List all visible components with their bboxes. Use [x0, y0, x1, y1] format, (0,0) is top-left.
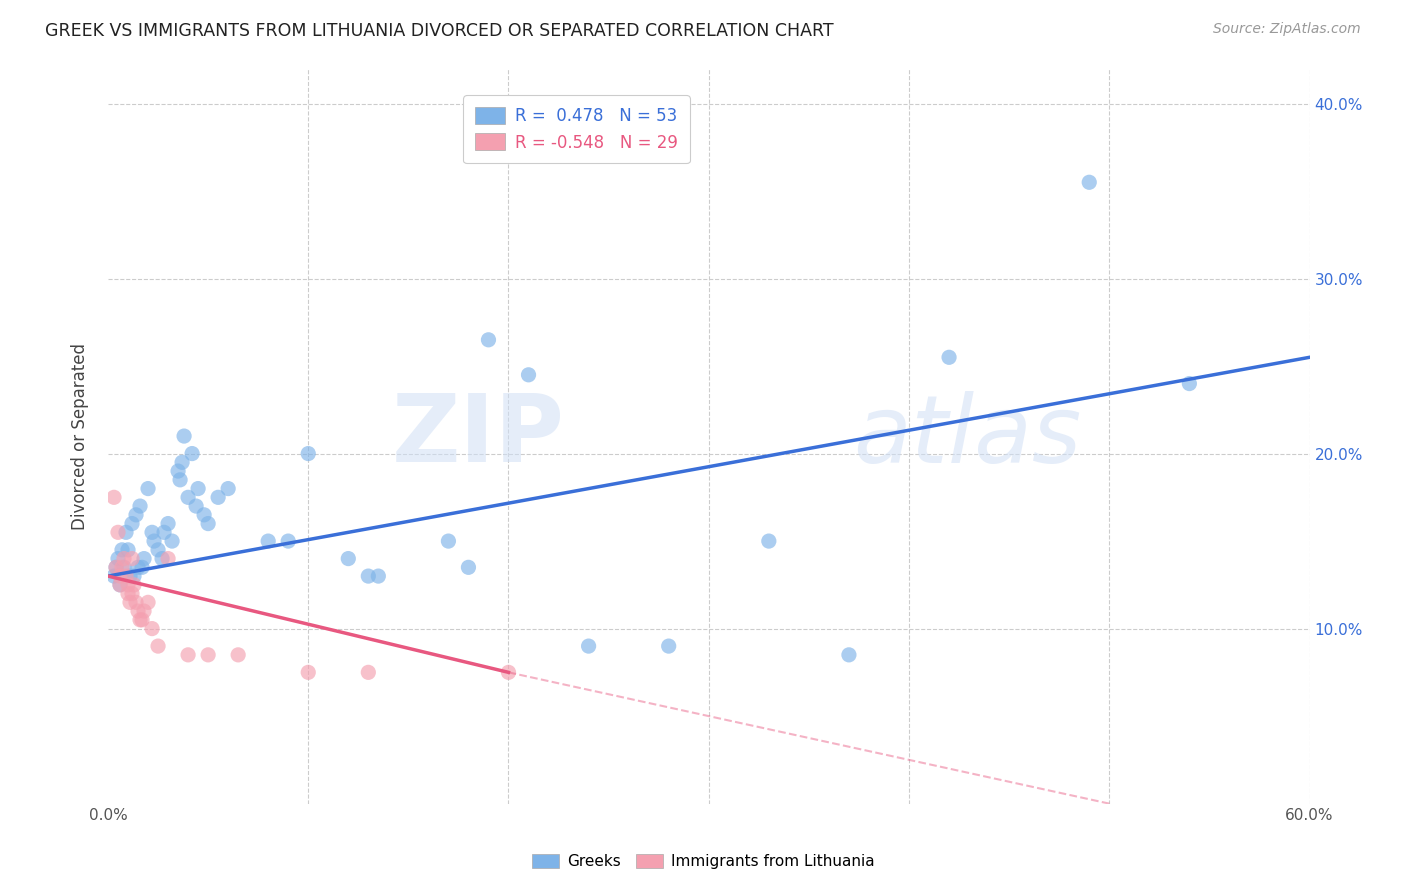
Point [136, 595, 159, 609]
Point [121, 516, 143, 531]
Text: atlas: atlas [853, 391, 1081, 482]
Point [125, 595, 148, 609]
Point [177, 648, 200, 662]
Point [103, 569, 125, 583]
Point [277, 534, 299, 549]
Point [115, 525, 138, 540]
Point [127, 560, 149, 574]
Point [127, 604, 149, 618]
Point [131, 560, 153, 574]
Point [184, 499, 207, 513]
Point [226, 648, 249, 662]
Point [169, 473, 191, 487]
Point [111, 560, 134, 574]
Point [207, 491, 229, 505]
Point [107, 525, 129, 540]
Point [197, 516, 219, 531]
Point [217, 482, 239, 496]
Point [108, 578, 131, 592]
Point [112, 560, 135, 574]
Point [107, 551, 129, 566]
Text: Source: ZipAtlas.com: Source: ZipAtlas.com [1213, 22, 1361, 37]
Point [367, 569, 389, 583]
Point [129, 613, 152, 627]
Point [193, 508, 215, 522]
Point [357, 569, 380, 583]
Point [297, 446, 319, 460]
Point [108, 578, 131, 592]
Point [257, 534, 280, 549]
Point [181, 446, 204, 460]
Point [118, 569, 141, 583]
Point [197, 648, 219, 662]
Point [172, 455, 194, 469]
Point [517, 368, 540, 382]
Point [157, 516, 180, 531]
Point [112, 551, 135, 566]
Point [132, 551, 155, 566]
Point [758, 534, 780, 549]
Point [938, 351, 960, 365]
Point [121, 586, 143, 600]
Point [477, 333, 499, 347]
Point [146, 639, 169, 653]
Point [1078, 175, 1101, 189]
Point [173, 429, 195, 443]
Point [143, 534, 166, 549]
Point [297, 665, 319, 680]
Point [1178, 376, 1201, 391]
Point [105, 560, 128, 574]
Point [838, 648, 860, 662]
Point [136, 482, 159, 496]
Point [117, 542, 139, 557]
Point [457, 560, 479, 574]
Legend: R =  0.478   N = 53, R = -0.548   N = 29: R = 0.478 N = 53, R = -0.548 N = 29 [464, 95, 690, 163]
Point [122, 569, 145, 583]
Point [150, 551, 173, 566]
Point [157, 551, 180, 566]
Point [108, 569, 131, 583]
Point [177, 491, 200, 505]
Point [122, 578, 145, 592]
Point [141, 525, 163, 540]
Point [578, 639, 600, 653]
Point [141, 622, 163, 636]
Point [103, 491, 125, 505]
Text: ZIP: ZIP [392, 390, 565, 482]
Point [337, 551, 360, 566]
Point [146, 542, 169, 557]
Point [187, 482, 209, 496]
Point [437, 534, 460, 549]
Point [117, 578, 139, 592]
Point [129, 499, 152, 513]
Point [115, 569, 138, 583]
Point [121, 551, 143, 566]
Point [111, 542, 134, 557]
Point [658, 639, 681, 653]
Point [357, 665, 380, 680]
Point [105, 560, 128, 574]
Point [131, 613, 153, 627]
Point [132, 604, 155, 618]
Text: GREEK VS IMMIGRANTS FROM LITHUANIA DIVORCED OR SEPARATED CORRELATION CHART: GREEK VS IMMIGRANTS FROM LITHUANIA DIVOR… [45, 22, 834, 40]
Legend: Greeks, Immigrants from Lithuania: Greeks, Immigrants from Lithuania [526, 848, 880, 875]
Point [160, 534, 183, 549]
Point [153, 525, 176, 540]
Point [118, 595, 141, 609]
Point [117, 586, 139, 600]
Y-axis label: Divorced or Separated: Divorced or Separated [72, 343, 89, 530]
Point [167, 464, 190, 478]
Point [498, 665, 520, 680]
Point [125, 508, 148, 522]
